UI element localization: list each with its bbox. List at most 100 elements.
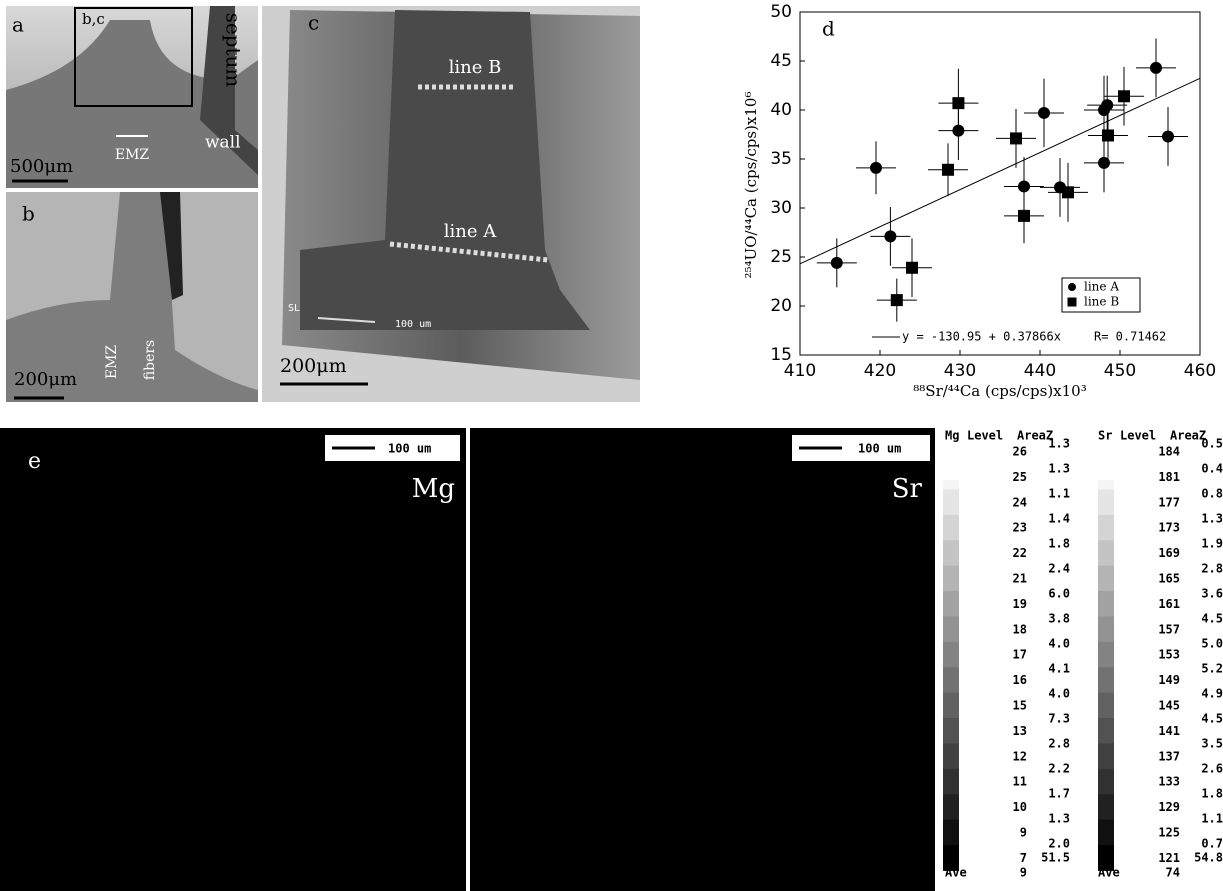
area-label: 1.8 bbox=[1201, 787, 1223, 801]
point bbox=[906, 261, 918, 274]
level-label: 26 bbox=[1013, 445, 1027, 459]
point bbox=[1098, 156, 1110, 169]
area-label: 3.5 bbox=[1201, 737, 1223, 751]
level-label: 17 bbox=[1013, 648, 1027, 662]
label: 9 bbox=[1020, 866, 1027, 880]
label: 51.5 bbox=[1041, 851, 1070, 865]
label: b bbox=[22, 202, 35, 226]
panel-e bbox=[0, 428, 935, 891]
level-label: 11 bbox=[1013, 775, 1027, 789]
level-swatch bbox=[943, 489, 959, 516]
level-swatch bbox=[943, 641, 959, 668]
area-label: 5.2 bbox=[1201, 662, 1223, 676]
label: SL bbox=[288, 303, 300, 314]
area-label: 7.3 bbox=[1048, 712, 1070, 726]
area-label: 4.1 bbox=[1048, 662, 1070, 676]
level-label: 133 bbox=[1158, 775, 1180, 789]
y-tick-label: 15 bbox=[770, 345, 792, 365]
fit-line bbox=[799, 77, 1201, 265]
area-label: 1.3 bbox=[1048, 812, 1070, 826]
y-tick-label: 35 bbox=[770, 149, 792, 169]
level-swatch bbox=[1098, 540, 1114, 567]
level-label: 157 bbox=[1158, 622, 1180, 636]
label: line B bbox=[449, 57, 502, 78]
y-tick-label: 30 bbox=[770, 198, 792, 218]
level-label: 19 bbox=[1013, 597, 1027, 611]
level-label: 181 bbox=[1158, 470, 1180, 484]
area-label: 1.1 bbox=[1048, 487, 1070, 501]
x-axis-label: ⁸⁸Sr/⁴⁴Ca (cps/cps)x10³ bbox=[913, 382, 1086, 400]
panel-b bbox=[6, 192, 258, 402]
legend-label: line A bbox=[1084, 280, 1119, 294]
area-label: 2.2 bbox=[1048, 762, 1070, 776]
area-label: 2.0 bbox=[1048, 837, 1070, 851]
area-label: 1.8 bbox=[1048, 537, 1070, 551]
septum-shape bbox=[200, 6, 258, 175]
y-tick-label: 40 bbox=[770, 100, 792, 120]
level-label: 25 bbox=[1013, 470, 1027, 484]
area-label: 1.3 bbox=[1048, 437, 1070, 451]
area-label: 4.5 bbox=[1201, 712, 1223, 726]
level-label: 23 bbox=[1013, 521, 1027, 535]
line-a-marks bbox=[389, 241, 549, 263]
label: Sr bbox=[1098, 429, 1112, 443]
level-swatch bbox=[1098, 489, 1114, 516]
label: a bbox=[12, 13, 24, 37]
point bbox=[1062, 186, 1074, 199]
area-label: 1.9 bbox=[1201, 537, 1223, 551]
inset-box bbox=[74, 7, 193, 107]
area-label: 3.8 bbox=[1048, 612, 1070, 626]
point bbox=[1118, 90, 1130, 103]
level-label: 177 bbox=[1158, 495, 1180, 509]
area-label: 0.4 bbox=[1201, 462, 1223, 476]
level-label: 149 bbox=[1158, 673, 1180, 687]
label: 74 bbox=[1166, 866, 1180, 880]
point bbox=[1067, 297, 1077, 307]
level-swatch bbox=[943, 591, 959, 617]
area-label: 2.8 bbox=[1201, 562, 1223, 576]
point bbox=[1018, 180, 1030, 193]
point bbox=[952, 97, 965, 110]
level-label: 125 bbox=[1158, 826, 1180, 840]
y-tick-label: 20 bbox=[770, 296, 792, 316]
level-swatch bbox=[1098, 718, 1114, 744]
x-tick-label: 430 bbox=[944, 361, 976, 381]
label: 200μm bbox=[280, 355, 347, 377]
plot-frame bbox=[799, 11, 1201, 356]
level-swatch bbox=[943, 845, 959, 871]
x-tick-label: 460 bbox=[1184, 361, 1216, 381]
area-label: 1.3 bbox=[1048, 462, 1070, 476]
area-label: 1.3 bbox=[1201, 512, 1223, 526]
coral-body bbox=[6, 20, 258, 188]
x-tick-label: 420 bbox=[864, 361, 896, 381]
point bbox=[1150, 61, 1162, 74]
level-label: 121 bbox=[1158, 851, 1180, 865]
inner-scale-bar bbox=[317, 317, 376, 323]
level-swatch bbox=[943, 540, 959, 567]
area-label: 4.0 bbox=[1048, 687, 1070, 701]
label: 200μm bbox=[14, 369, 77, 390]
point bbox=[830, 256, 843, 269]
point bbox=[884, 230, 897, 243]
label: e bbox=[28, 449, 41, 474]
area-label: 2.4 bbox=[1048, 562, 1070, 576]
label: Ave bbox=[1098, 866, 1120, 880]
label: 100 um bbox=[395, 319, 431, 330]
label: AreaZ bbox=[1170, 429, 1206, 443]
level-label: 9 bbox=[1020, 826, 1027, 840]
level-swatch bbox=[1098, 565, 1114, 592]
y-tick-label: 50 bbox=[770, 2, 792, 22]
label: EMZ bbox=[104, 345, 120, 380]
level-swatch bbox=[1098, 641, 1114, 668]
area-label: 3.6 bbox=[1201, 587, 1223, 601]
y-tick-label: 45 bbox=[770, 51, 792, 71]
level-label: 12 bbox=[1013, 749, 1027, 763]
label: c bbox=[308, 11, 319, 35]
area-label: 0.5 bbox=[1201, 437, 1223, 451]
area-label: 6.0 bbox=[1048, 587, 1070, 601]
area-label: 4.0 bbox=[1048, 637, 1070, 651]
level-swatch bbox=[943, 743, 959, 770]
level-label: 153 bbox=[1158, 648, 1180, 662]
level-swatch bbox=[943, 718, 959, 744]
level-swatch bbox=[1098, 667, 1114, 694]
